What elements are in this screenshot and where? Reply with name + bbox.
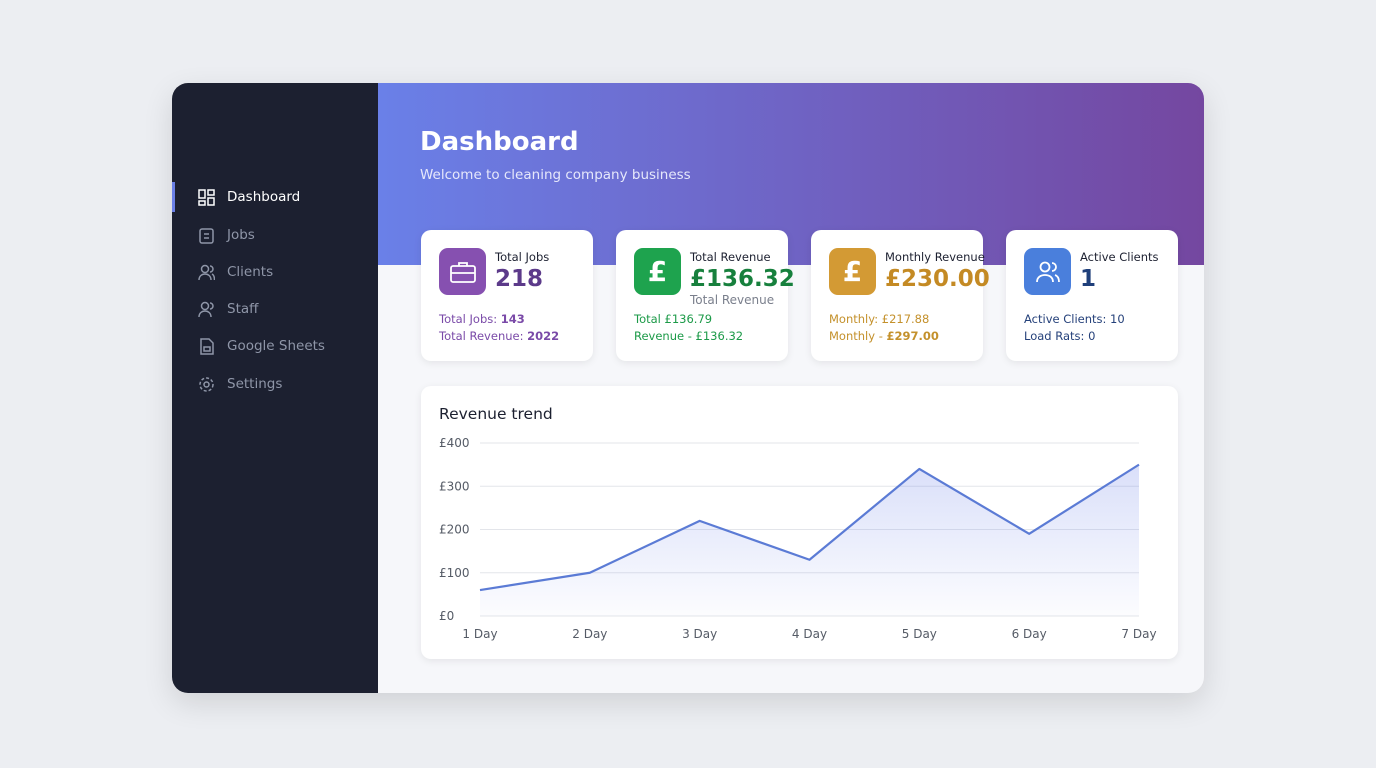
line-value: £297.00 [886, 329, 939, 343]
stat-label: Total Jobs [495, 250, 550, 264]
x-tick-label: 5 Day [902, 627, 937, 641]
nav-label: Clients [227, 264, 274, 280]
icon: £ [634, 248, 681, 295]
icon [439, 248, 486, 295]
x-tick-label: 2 Day [572, 627, 607, 641]
icon [1024, 248, 1071, 295]
stat-line: Monthly: £217.88 [829, 312, 929, 326]
line-label: Active Clients: [1024, 312, 1107, 326]
nav-item[interactable]: Google Sheets [172, 331, 378, 361]
x-tick-label: 1 Day [462, 627, 497, 641]
line-value: 143 [500, 312, 525, 326]
stat-card: £ Total Revenue £136.32 Total Revenue To… [616, 230, 795, 361]
icon [198, 188, 215, 206]
nav-label: Jobs [227, 227, 255, 243]
line [479, 463, 1140, 592]
line-value: 2022 [527, 329, 560, 343]
stat-line: Active Clients: 10 [1024, 312, 1125, 326]
page-subtitle: Welcome to cleaning company business [420, 167, 691, 183]
stat-line: Total £136.79 [634, 312, 712, 326]
nav-item[interactable]: Jobs [172, 220, 378, 250]
chart: Revenue trend £0 £100 £200 £300 £400 1 Day 2 D… [439, 405, 1157, 641]
stat-sub: Total Revenue [690, 293, 775, 307]
line-value: £136.32 [695, 329, 744, 343]
nav-item[interactable]: Dashboard [172, 182, 378, 212]
nav-label: Google Sheets [227, 338, 325, 354]
app: Dashboard Jobs Clients Staff Google Shee… [172, 83, 1204, 693]
stat-line: Total Revenue: 2022 [439, 329, 559, 343]
users [1035, 261, 1060, 282]
stat-line: Revenue - £136.32 [634, 329, 743, 343]
line-value: 10 [1110, 312, 1125, 326]
y-tick-label: £300 [439, 479, 470, 493]
stat-value: 218 [495, 266, 544, 292]
nav-label: Staff [227, 301, 259, 317]
line-value: 0 [1088, 329, 1096, 343]
sidebar: Dashboard Jobs Clients Staff Google Shee… [172, 83, 378, 693]
x-tick-label: 4 Day [792, 627, 827, 641]
line-label: Load Rats: [1024, 329, 1085, 343]
line-label: Total Jobs: [439, 312, 498, 326]
stat-card: Total Jobs 218 Total Jobs: 143 Total Rev… [421, 230, 593, 361]
stat-value: £230.00 [885, 266, 990, 292]
area [480, 464, 1139, 616]
nav-item[interactable]: Staff [172, 294, 378, 324]
stat-label: Monthly Revenue [885, 250, 985, 264]
icon [198, 264, 215, 280]
line-label: Revenue - [634, 329, 692, 343]
line-label: Total Revenue: [439, 329, 524, 343]
x-tick-label: 6 Day [1012, 627, 1047, 641]
page-title: Dashboard [420, 127, 579, 157]
nav-label: Settings [227, 376, 283, 392]
stat-value: 1 [1080, 266, 1097, 292]
line-label: Total [634, 312, 661, 326]
stat-label: Active Clients [1080, 250, 1159, 264]
stat-line: Total Jobs: 143 [439, 312, 525, 326]
x-tick-label: 7 Day [1121, 627, 1156, 641]
stat-label: Total Revenue [690, 250, 771, 264]
stat-line: Load Rats: 0 [1024, 329, 1095, 343]
y-tick-label: £400 [439, 436, 470, 450]
y-tick-label: £200 [439, 523, 470, 537]
chart-title: Revenue trend [439, 405, 553, 423]
x-tick-label: 3 Day [682, 627, 717, 641]
icon [199, 227, 214, 244]
icon [199, 376, 214, 392]
nav-label: Dashboard [227, 189, 301, 205]
line-value: £136.79 [664, 312, 713, 326]
icon [198, 301, 214, 317]
y-tick-label: £100 [439, 566, 470, 580]
icon [200, 337, 214, 355]
y-tick-label: £0 [439, 609, 454, 623]
line-value: £217.88 [881, 312, 930, 326]
line-label: Monthly: [829, 312, 879, 326]
stat-line: Monthly - £297.00 [829, 329, 939, 343]
nav-item[interactable]: Clients [172, 257, 378, 287]
briefcase [449, 261, 476, 283]
nav-item[interactable]: Settings [172, 369, 378, 399]
line-label: Monthly - [829, 329, 883, 343]
icon: £ [829, 248, 876, 295]
stat-card: £ Monthly Revenue £230.00 Monthly: £217.… [811, 230, 990, 361]
chart-card: Revenue trend £0 £100 £200 £300 £400 1 Day 2 D… [421, 386, 1178, 659]
stat-value: £136.32 [690, 266, 795, 292]
stat-card: Active Clients 1 Active Clients: 10 Load… [1006, 230, 1178, 361]
